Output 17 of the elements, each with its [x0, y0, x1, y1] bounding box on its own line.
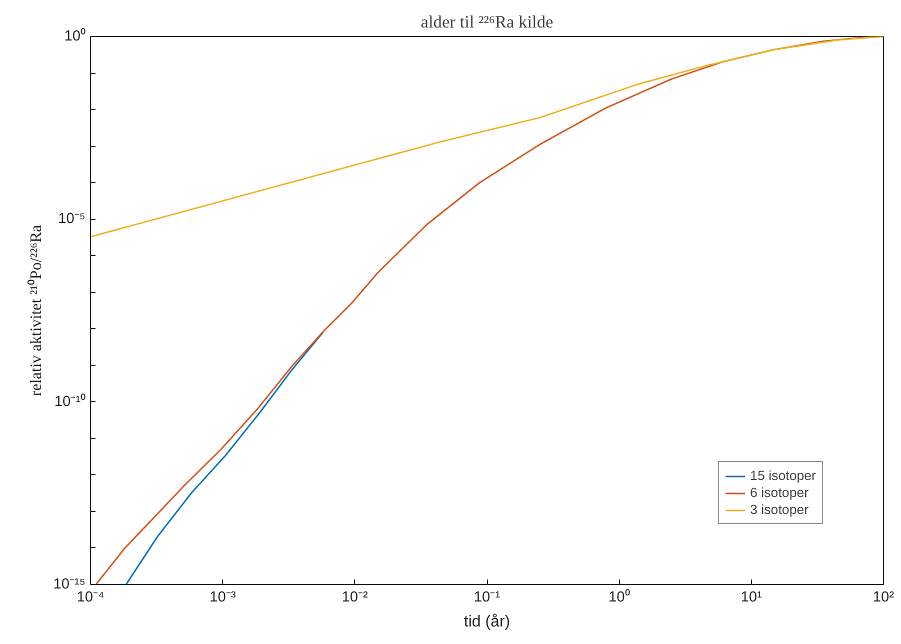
x-tick-label: 10² [872, 590, 894, 606]
y-tick-label: 10⁻¹⁰ [54, 392, 86, 410]
x-tick-label: 10⁰ [608, 588, 630, 606]
legend-label: 15 isotoper [750, 468, 816, 483]
x-axis-title: tid (år) [464, 614, 510, 630]
y-tick-label: 10⁻¹⁵ [53, 576, 86, 592]
x-tick-label: 10⁻⁴ [76, 590, 104, 606]
x-tick-label: 10¹ [740, 590, 762, 606]
x-tick-label: 10⁻² [342, 590, 368, 606]
y-tick-label: 10⁰ [64, 28, 86, 44]
legend-label: 3 isotoper [750, 502, 809, 517]
x-tick-label: 10⁻³ [210, 590, 236, 606]
y-tick-label: 10⁻⁵ [58, 211, 86, 228]
x-tick-label: 10⁻¹ [474, 590, 500, 606]
y-axis-title: relativ aktivitet ²¹⁰Po/²²⁶Ra [27, 224, 46, 396]
legend-label: 6 isotoper [750, 485, 809, 500]
chart-title: alder til ²²⁶Ra kilde [420, 12, 554, 32]
